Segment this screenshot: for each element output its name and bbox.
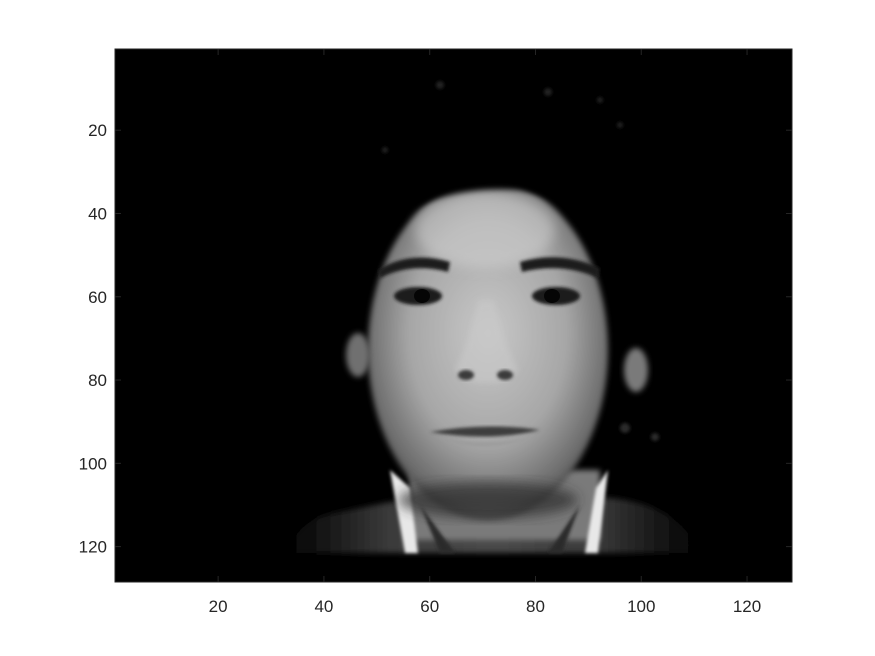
x-tick-label: 80 — [526, 597, 545, 616]
axes-box — [114, 48, 793, 583]
y-tick-label: 20 — [88, 121, 107, 140]
y-tick-label: 80 — [88, 371, 107, 390]
y-tick-label: 100 — [79, 454, 107, 473]
y-tick-label: 60 — [88, 288, 107, 307]
x-tick-label: 120 — [733, 597, 761, 616]
y-tick-label: 120 — [79, 538, 107, 557]
x-tick-label: 40 — [314, 597, 333, 616]
x-axis-ticks: 20 40 60 80 100 120 — [209, 49, 761, 616]
y-axis-ticks: 20 40 60 80 100 120 — [79, 121, 792, 557]
x-tick-label: 60 — [420, 597, 439, 616]
face-image — [115, 49, 792, 582]
x-tick-label: 100 — [627, 597, 655, 616]
x-tick-label: 20 — [209, 597, 228, 616]
y-tick-label: 40 — [88, 204, 107, 223]
